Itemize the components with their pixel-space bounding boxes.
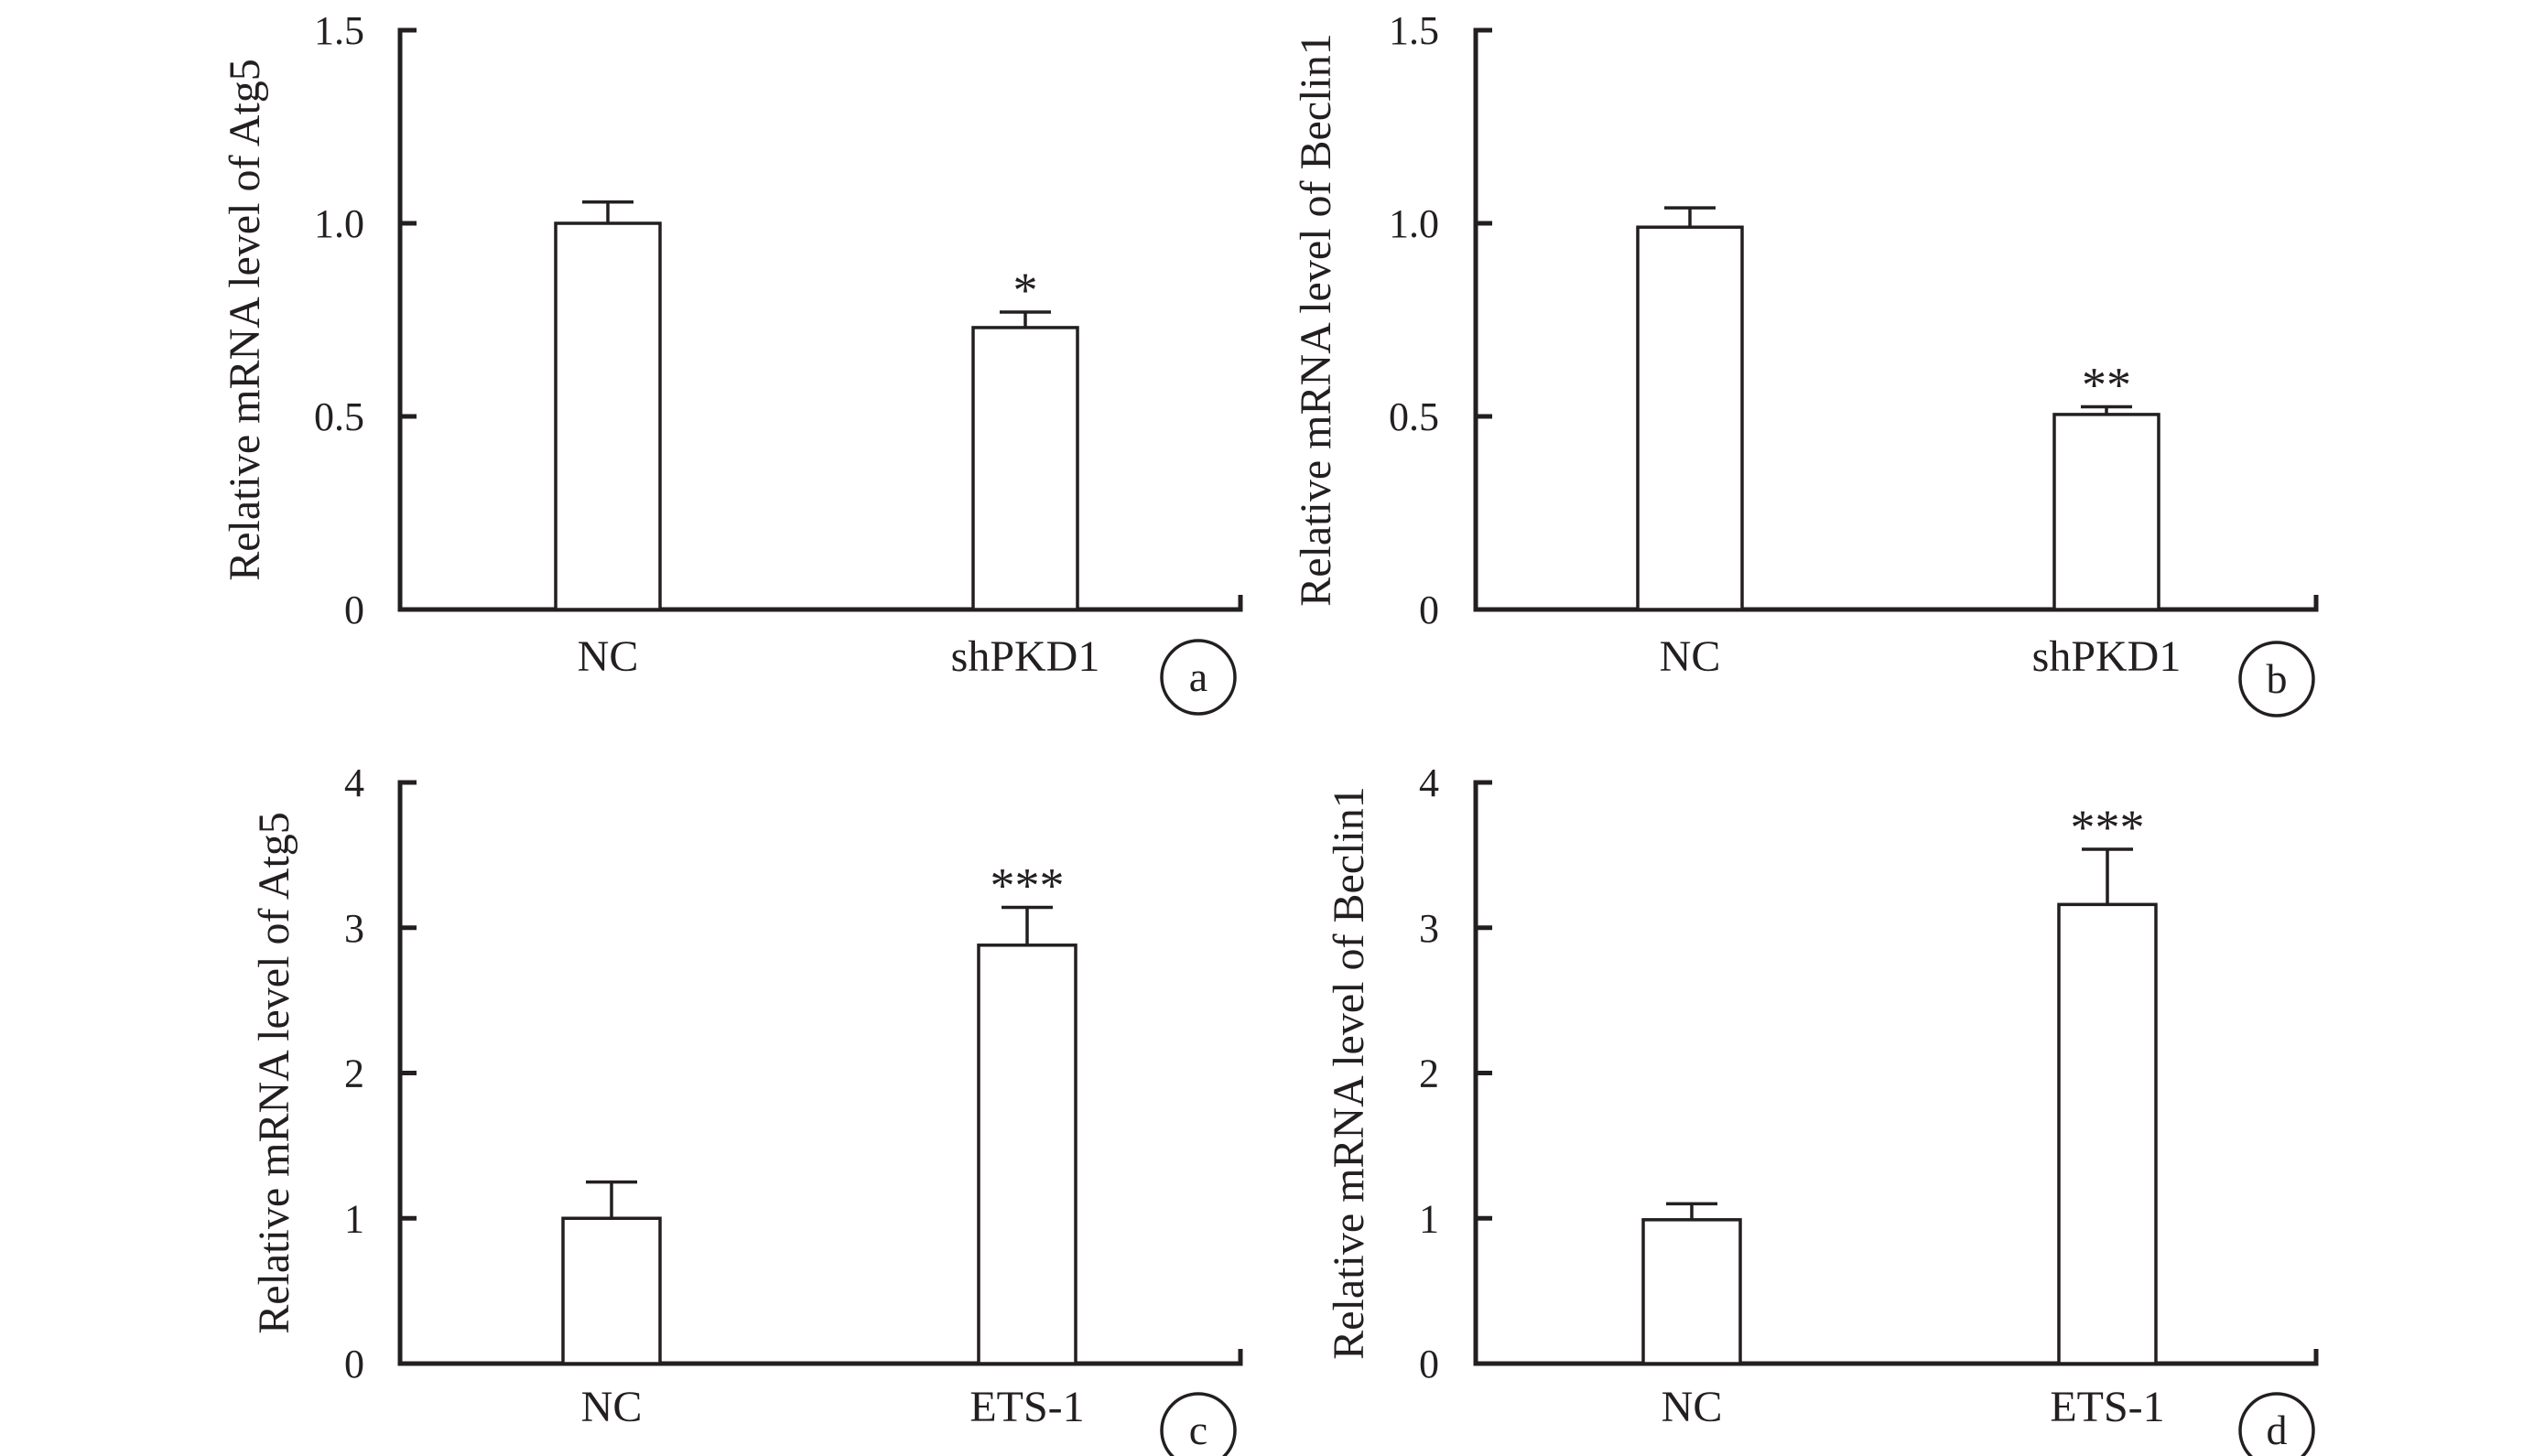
chart-panel-b: 0 0.5 1.0 1.5 Relative mRNA level of Beclin1… [1292, 8, 2319, 717]
y-tick-label: 3 [344, 906, 364, 951]
y-tick-label: 0 [1419, 588, 1439, 632]
y-axis-label: Relative mRNA level of Atg5 [250, 812, 298, 1334]
bar-nc [561, 1216, 662, 1365]
panel-label: c [1189, 1407, 1207, 1453]
bar-nc [1636, 225, 1744, 611]
y-tick-label: 1.5 [314, 8, 364, 53]
significance-marker: *** [2071, 800, 2145, 855]
chart-panel-d: 0 1 2 3 4 Relative mRNA level of Beclin1 NC ***… [1325, 760, 2319, 1456]
y-tick-label: 2 [1419, 1052, 1439, 1096]
y-tick-label: 1.5 [1389, 8, 1439, 53]
bar-shpkd1 [2052, 413, 2160, 611]
y-tick-label: 4 [344, 760, 364, 805]
y-axis-label: Relative mRNA level of Beclin1 [1325, 786, 1373, 1360]
y-tick-label: 0.5 [1389, 394, 1439, 439]
y-tick-label: 0 [344, 588, 364, 632]
y-tick-label: 2 [344, 1052, 364, 1096]
y-tick-label: 3 [1419, 906, 1439, 951]
panel-badge-circle [1160, 639, 1237, 716]
x-tick-label: ETS-1 [969, 1383, 1084, 1431]
y-tick-label: 0.5 [314, 394, 364, 439]
chart-panel-c: 0 1 2 3 4 Relative mRNA level of Atg5 NC *** ETS… [250, 760, 1243, 1456]
y-tick-label: 1.0 [314, 201, 364, 246]
significance-marker: * [1013, 263, 1038, 318]
y-tick-label: 4 [1419, 760, 1439, 805]
chart-panel-a: 0 0.5 1.0 1.5 Relative mRNA level of Atg5 NC *… [221, 8, 1243, 716]
y-tick-label: 1 [344, 1196, 364, 1241]
y-tick-label: 1.0 [1389, 201, 1439, 246]
y-tick-label: 0 [344, 1342, 364, 1386]
y-tick-label: 1 [1419, 1196, 1439, 1241]
x-tick-label: NC [581, 1383, 643, 1431]
bar-ets-1 [977, 944, 1077, 1365]
panel-label: b [2267, 655, 2288, 702]
panel-label: a [1189, 653, 1207, 700]
panel-badge-circle [1160, 1392, 1237, 1456]
bar-ets-1 [2057, 902, 2158, 1365]
x-tick-label: shPKD1 [951, 632, 1100, 681]
bar-shpkd1 [971, 326, 1079, 611]
y-axis-label: Relative mRNA level of Beclin1 [1292, 33, 1340, 607]
panel-badge-circle [2238, 1392, 2315, 1456]
x-tick-label: NC [578, 632, 639, 681]
bar-nc [554, 221, 662, 611]
y-axis-label: Relative mRNA level of Atg5 [221, 59, 269, 581]
significance-marker: ** [2082, 357, 2131, 412]
x-tick-label: ETS-1 [2050, 1383, 2164, 1431]
x-tick-label: NC [1660, 632, 1721, 681]
significance-marker: *** [991, 858, 1065, 913]
y-tick-label: 0 [1419, 1342, 1439, 1386]
panel-badge-circle [2238, 641, 2315, 717]
bar-nc [1641, 1218, 1742, 1365]
x-tick-label: shPKD1 [2032, 632, 2182, 681]
x-tick-label: NC [1662, 1383, 1723, 1431]
panel-label: d [2267, 1407, 2288, 1453]
